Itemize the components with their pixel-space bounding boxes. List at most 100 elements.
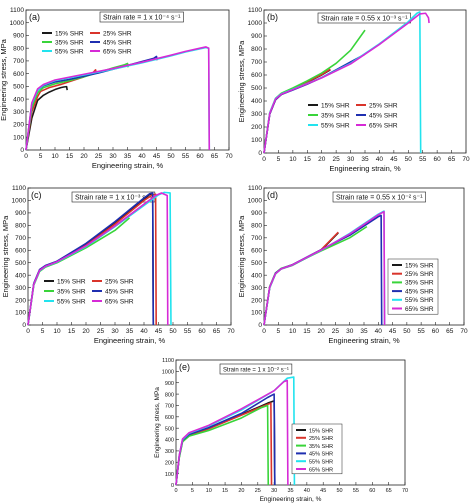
legend-label: 25% SHR (405, 271, 434, 278)
x-tick-label: 65 (446, 328, 454, 335)
panel-label: (c) (31, 190, 42, 200)
x-tick-label: 10 (53, 328, 61, 335)
series-line-65-shr (175, 379, 289, 486)
x-tick-label: 60 (434, 156, 442, 163)
y-tick-label: 1100 (248, 7, 262, 14)
y-tick-label: 1100 (162, 358, 174, 364)
x-tick-label: 30 (346, 328, 354, 335)
y-tick-label: 400 (15, 272, 26, 279)
y-tick-label: 400 (165, 438, 174, 444)
x-tick-label: 45 (389, 328, 397, 335)
y-tick-label: 200 (13, 122, 24, 129)
legend-label: 65% SHR (105, 298, 134, 305)
y-tick-label: 800 (15, 223, 26, 230)
x-tick-label: 15 (304, 156, 312, 163)
y-tick-label: 200 (251, 124, 262, 131)
x-tick-label: 25 (332, 328, 340, 335)
legend-label: 45% SHR (405, 288, 434, 295)
x-tick-label: 0 (24, 153, 28, 160)
series-line-65-shr (27, 192, 169, 326)
x-tick-label: 35 (360, 328, 368, 335)
x-tick-label: 45 (390, 156, 398, 163)
legend-label: 55% SHR (405, 297, 434, 304)
y-tick-label: 300 (251, 285, 262, 292)
panel-b: 0 5 10 15 20 25 30 35 40 45 50 55 60 65 70010020030040… (237, 7, 470, 173)
y-tick-label: 400 (251, 272, 262, 279)
x-tick-label: 45 (320, 488, 326, 494)
x-tick-label: 70 (227, 328, 235, 335)
legend-label: 45% SHR (309, 452, 333, 458)
panel-label: (e) (179, 362, 190, 372)
y-tick-label: 300 (13, 109, 24, 116)
y-tick-label: 600 (13, 71, 24, 78)
strain-rate-note-box (317, 12, 411, 24)
y-tick-label: 700 (251, 59, 262, 66)
y-tick-label: 800 (165, 392, 174, 398)
y-tick-label: 0 (258, 322, 262, 329)
strain-rate-note: Strain rate = 1 x 10⁻² s⁻¹ (223, 368, 289, 374)
y-tick-label: 900 (13, 33, 24, 40)
x-tick-label: 5 (39, 153, 43, 160)
legend-box (387, 258, 439, 315)
x-tick-label: 55 (419, 156, 427, 163)
x-tick-label: 60 (196, 153, 204, 160)
x-tick-label: 25 (333, 156, 341, 163)
y-tick-label: 600 (251, 247, 262, 254)
legend-label: 55% SHR (321, 122, 350, 129)
x-tick-label: 30 (111, 328, 119, 335)
x-tick-label: 65 (211, 153, 219, 160)
legend-label: 25% SHR (369, 102, 398, 109)
y-tick-label: 400 (13, 96, 24, 103)
legend-label: 45% SHR (369, 112, 398, 119)
legend-label: 35% SHR (57, 288, 86, 295)
y-tick-label: 900 (251, 210, 262, 217)
x-tick-label: 15 (222, 488, 228, 494)
x-tick-label: 70 (225, 153, 233, 160)
x-tick-label: 35 (126, 328, 134, 335)
x-tick-label: 50 (337, 488, 343, 494)
x-tick-label: 5 (276, 328, 280, 335)
y-tick-label: 700 (15, 235, 26, 242)
y-tick-label: 100 (15, 310, 26, 317)
x-tick-label: 55 (353, 488, 359, 494)
x-tick-label: 40 (304, 488, 310, 494)
x-tick-label: 0 (262, 328, 266, 335)
legend-box (291, 423, 343, 475)
legend-label: 35% SHR (405, 280, 434, 287)
x-axis-label: Engineering strain, % (329, 164, 401, 173)
y-tick-label: 100 (251, 137, 262, 144)
y-tick-label: 1000 (248, 20, 263, 27)
x-tick-label: 60 (198, 328, 206, 335)
x-tick-label: 70 (462, 156, 470, 163)
y-tick-label: 900 (15, 210, 26, 217)
legend-label: 15% SHR (405, 262, 434, 269)
legend-label: 65% SHR (405, 306, 434, 313)
legend-label: 15% SHR (321, 102, 350, 109)
y-tick-label: 0 (258, 150, 262, 157)
x-tick-label: 55 (418, 328, 426, 335)
x-tick-label: 15 (68, 328, 76, 335)
legend-label: 15% SHR (55, 30, 84, 37)
y-tick-label: 600 (15, 247, 26, 254)
strain-rate-note: Strain rate = 0.55 x 10⁻² s⁻¹ (336, 195, 423, 202)
x-tick-label: 65 (448, 156, 456, 163)
x-tick-label: 10 (289, 328, 297, 335)
x-tick-label: 60 (432, 328, 440, 335)
x-tick-label: 10 (51, 153, 59, 160)
y-tick-label: 300 (15, 285, 26, 292)
y-tick-label: 1000 (12, 198, 27, 205)
x-tick-label: 50 (405, 156, 413, 163)
strain-rate-note: Strain rate = 1 x 10⁻³ s⁻¹ (75, 195, 153, 202)
x-axis-label: Engineering strain, % (260, 496, 322, 503)
y-tick-label: 600 (165, 415, 174, 421)
y-tick-label: 500 (13, 84, 24, 91)
y-axis-label: Engineering stress, MPa (237, 40, 246, 123)
x-tick-label: 70 (460, 328, 468, 335)
x-axis-label: Engineering strain, % (328, 336, 400, 345)
x-tick-label: 70 (402, 488, 408, 494)
y-tick-label: 1000 (248, 198, 263, 205)
x-tick-label: 40 (138, 153, 146, 160)
y-tick-label: 100 (13, 134, 24, 141)
x-tick-label: 0 (262, 156, 266, 163)
legend-label: 45% SHR (103, 39, 132, 46)
